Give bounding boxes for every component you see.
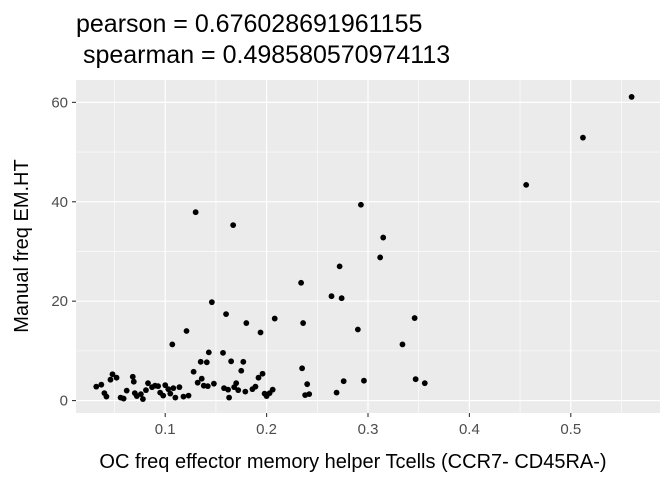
data-point-48 <box>226 394 232 401</box>
data-point-6 <box>113 374 120 381</box>
x-tick-label-2: 0.3 <box>358 421 379 438</box>
data-point-4 <box>107 376 114 383</box>
y-tick-label-0: 0 <box>60 393 68 410</box>
data-point-44 <box>220 349 226 356</box>
data-point-88 <box>523 181 530 188</box>
y-tick-label-2: 40 <box>51 194 68 211</box>
data-point-68 <box>298 279 304 286</box>
data-point-89 <box>580 134 586 141</box>
data-point-41 <box>205 349 212 356</box>
data-point-20 <box>155 383 162 390</box>
data-point-23 <box>162 382 169 389</box>
data-point-77 <box>338 295 345 302</box>
data-point-50 <box>230 222 237 229</box>
data-point-62 <box>259 370 266 377</box>
data-point-27 <box>170 385 177 392</box>
data-point-83 <box>380 234 387 241</box>
data-point-52 <box>233 380 240 387</box>
data-point-75 <box>333 389 340 396</box>
data-point-76 <box>336 263 343 270</box>
x-tick-label-4: 0.5 <box>560 421 581 438</box>
data-points <box>93 93 635 402</box>
data-point-0 <box>93 383 100 390</box>
y-tick-label-1: 20 <box>51 293 68 310</box>
data-point-26 <box>169 341 176 348</box>
x-tick-label-1: 0.2 <box>256 421 277 438</box>
data-point-67 <box>271 315 278 322</box>
data-point-28 <box>172 394 179 401</box>
data-point-40 <box>204 383 211 390</box>
data-point-17 <box>145 380 151 387</box>
chart-title-line-1: pearson = 0.676028691961155 <box>76 10 422 38</box>
data-point-11 <box>130 378 137 385</box>
data-point-85 <box>411 315 418 321</box>
data-point-22 <box>160 392 167 399</box>
data-point-53 <box>235 387 242 394</box>
data-point-31 <box>183 328 190 334</box>
data-point-69 <box>299 365 305 372</box>
data-point-90 <box>628 93 635 100</box>
data-point-55 <box>240 358 247 365</box>
data-point-59 <box>252 383 259 390</box>
data-point-86 <box>412 376 419 383</box>
data-point-74 <box>328 293 335 300</box>
data-point-25 <box>167 390 174 397</box>
data-point-16 <box>143 387 149 394</box>
data-point-72 <box>304 381 311 388</box>
data-point-87 <box>421 380 428 387</box>
data-point-79 <box>354 326 361 333</box>
data-point-78 <box>340 378 347 385</box>
data-point-24 <box>165 386 172 393</box>
data-point-33 <box>190 368 197 375</box>
data-point-84 <box>399 341 406 348</box>
x-tick-label-3: 0.4 <box>459 421 480 438</box>
data-point-46 <box>223 311 229 317</box>
data-point-34 <box>192 209 199 216</box>
grid-lines <box>76 80 660 413</box>
chart-title-line-2: spearman = 0.498580570974113 <box>76 41 450 69</box>
data-point-70 <box>300 320 307 326</box>
data-point-49 <box>228 358 235 365</box>
data-point-14 <box>137 391 144 398</box>
data-point-42 <box>208 299 215 306</box>
axis-ticks: 0.1 0.2 0.3 0.4 0.5 0 20 40 60 <box>51 94 581 438</box>
data-point-10 <box>129 373 136 380</box>
data-point-35 <box>194 379 201 386</box>
data-point-81 <box>361 377 367 384</box>
data-point-8 <box>120 395 127 402</box>
data-point-5 <box>109 371 116 378</box>
data-point-82 <box>377 254 384 261</box>
data-point-37 <box>198 375 205 382</box>
data-point-47 <box>225 386 231 393</box>
data-point-73 <box>306 391 313 398</box>
data-point-57 <box>243 320 250 326</box>
x-tick-label-0: 0.1 <box>155 421 176 438</box>
data-point-61 <box>257 329 264 336</box>
x-axis-title: OC freq effector memory helper Tcells (C… <box>99 451 606 473</box>
data-point-30 <box>180 393 187 400</box>
data-point-9 <box>123 387 130 394</box>
data-point-80 <box>358 201 364 208</box>
data-point-56 <box>242 388 249 395</box>
data-point-43 <box>210 380 217 387</box>
y-axis-title: Manual freq EM.HT <box>11 159 33 332</box>
data-point-36 <box>197 358 204 365</box>
data-point-39 <box>203 359 210 366</box>
y-tick-label-3: 60 <box>51 94 68 111</box>
data-point-3 <box>103 393 110 400</box>
data-point-54 <box>238 367 245 374</box>
data-point-15 <box>140 396 146 402</box>
data-point-1 <box>98 381 105 388</box>
data-point-66 <box>269 386 276 393</box>
data-point-29 <box>176 384 183 391</box>
data-point-60 <box>255 374 262 381</box>
data-point-32 <box>185 392 192 399</box>
